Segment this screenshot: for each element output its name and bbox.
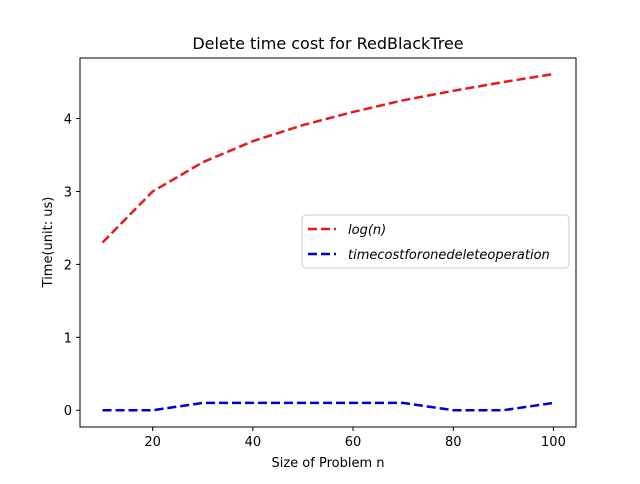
legend-label: log(n) — [348, 223, 386, 238]
x-tick-label: 100 — [541, 435, 566, 450]
x-tick-label: 40 — [245, 435, 262, 450]
y-tick-label: 4 — [64, 113, 72, 128]
x-tick-label: 60 — [345, 435, 362, 450]
y-tick-label: 3 — [64, 185, 72, 200]
x-tick-label: 80 — [445, 435, 462, 450]
y-axis-label: Time(unit: us) — [41, 197, 56, 289]
y-tick-label: 1 — [64, 331, 72, 346]
legend: log(n) timecostforonedeleteoperation — [302, 215, 569, 268]
chart-title: Delete time cost for RedBlackTree — [192, 34, 463, 53]
legend-label: timecostforonedeleteoperation — [348, 248, 550, 263]
y-tick-label: 0 — [64, 404, 72, 419]
y-tick-label: 2 — [64, 258, 72, 273]
x-axis-label: Size of Problem n — [271, 456, 384, 471]
x-tick-label: 20 — [144, 435, 161, 450]
